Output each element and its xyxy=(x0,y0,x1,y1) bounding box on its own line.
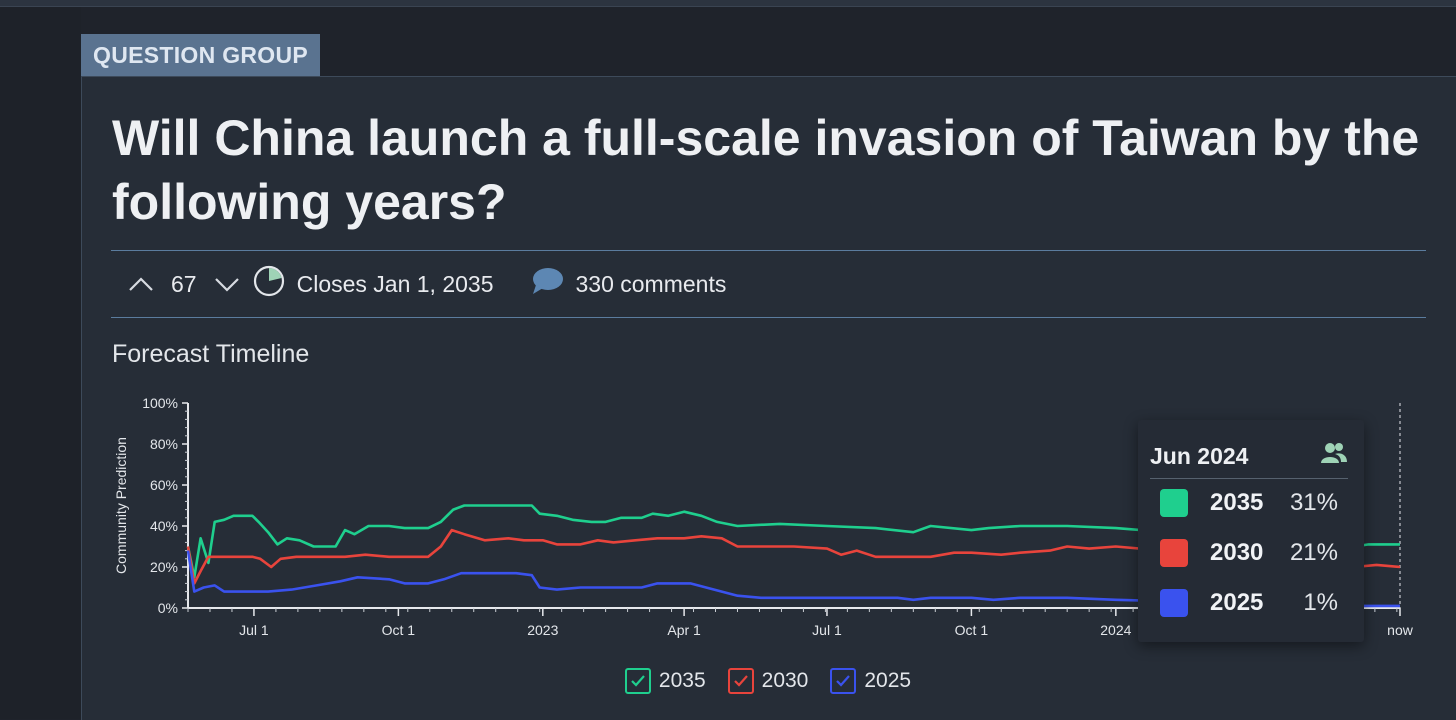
tooltip-year: 2035 xyxy=(1210,489,1264,516)
comments-count: 330 comments xyxy=(575,270,727,297)
series-line-2030 xyxy=(186,528,1401,585)
x-tick-label: Jul 1 xyxy=(812,622,842,638)
divider-bottom xyxy=(111,317,1426,318)
x-tick-label: 2023 xyxy=(527,622,558,638)
vote-count: 67 xyxy=(171,270,197,297)
series-line-2035 xyxy=(186,504,1400,579)
series-line-2025 xyxy=(186,550,1400,608)
tooltip-value: 21% xyxy=(1289,539,1338,566)
checkbox-check-icon[interactable] xyxy=(727,668,754,694)
tooltip-value: 1% xyxy=(1303,589,1338,616)
swatch-2035 xyxy=(1160,489,1188,517)
y-tick-label: 100% xyxy=(142,395,178,411)
legend-item-2025[interactable]: 2025 xyxy=(830,668,911,694)
y-axis-title: Community Prediction xyxy=(113,437,129,574)
checkbox-check-icon[interactable] xyxy=(624,668,651,694)
tooltip-row-2035: 2035 31% xyxy=(1160,485,1338,521)
question-group-tag[interactable]: QUESTION GROUP xyxy=(81,34,321,76)
tooltip-row-2030: 2030 21% xyxy=(1160,535,1338,571)
tooltip-year: 2030 xyxy=(1210,539,1264,566)
tooltip-value: 31% xyxy=(1289,489,1338,516)
tooltip-year: 2025 xyxy=(1210,589,1264,616)
legend-label: 2025 xyxy=(864,669,912,692)
legend-label: 2035 xyxy=(658,669,706,692)
y-tick-label: 20% xyxy=(150,559,178,575)
page-title: Will China launch a full-scale invasion … xyxy=(112,110,1420,230)
x-tick-label: Oct 1 xyxy=(955,622,989,638)
users-icon xyxy=(1320,442,1348,470)
downvote-chevron-icon[interactable] xyxy=(211,268,243,300)
vote-control: 67 xyxy=(111,268,243,300)
swatch-2025 xyxy=(1160,589,1188,617)
forecast-timeline-title: Forecast Timeline xyxy=(112,340,310,368)
legend-item-2035[interactable]: 2035 xyxy=(624,668,706,694)
x-tick-label: Apr 1 xyxy=(667,622,701,638)
pie-clock-icon xyxy=(253,265,285,303)
swatch-2030 xyxy=(1160,539,1188,567)
comments-link[interactable]: 330 comments xyxy=(530,266,727,302)
y-tick-label: 0% xyxy=(158,600,178,616)
x-tick-label: Oct 1 xyxy=(382,622,416,638)
y-tick-label: 60% xyxy=(150,477,178,493)
divider-top xyxy=(111,250,1426,251)
upvote-chevron-icon[interactable] xyxy=(125,268,157,300)
question-meta: 67 Closes Jan 1, 2035 330 comments xyxy=(111,252,1426,316)
legend-label: 2030 xyxy=(761,669,809,692)
left-gutter xyxy=(0,7,81,719)
x-tick-label: 2024 xyxy=(1100,622,1131,638)
close-date-label: Closes Jan 1, 2035 xyxy=(296,270,494,297)
tooltip-date: Jun 2024 xyxy=(1150,442,1249,469)
y-tick-label: 80% xyxy=(150,436,178,452)
chart-tooltip: Jun 2024 2035 31% 2030 21% 2025 1% xyxy=(1138,420,1364,642)
x-tick-label: now xyxy=(1387,622,1414,638)
y-tick-label: 40% xyxy=(150,518,178,534)
top-bar xyxy=(0,0,1456,7)
chart-legend: 2035 2030 2025 xyxy=(0,668,1456,694)
legend-item-2030[interactable]: 2030 xyxy=(727,668,809,694)
tooltip-row-2025: 2025 1% xyxy=(1160,585,1338,621)
comment-bubble-icon xyxy=(530,266,564,302)
close-date: Closes Jan 1, 2035 xyxy=(253,265,494,303)
checkbox-check-icon[interactable] xyxy=(830,668,857,694)
tooltip-header: Jun 2024 xyxy=(1150,434,1348,479)
x-tick-label: Jul 1 xyxy=(239,622,269,638)
